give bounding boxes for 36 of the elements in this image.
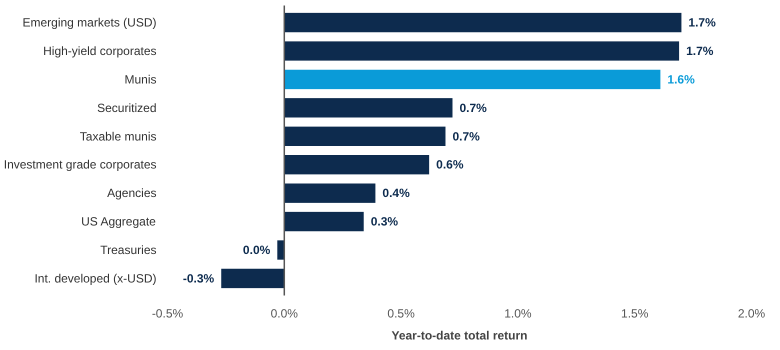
bar — [284, 212, 364, 232]
bar — [284, 12, 682, 32]
data-label: -0.3% — [182, 271, 215, 286]
y-tick-label: Securitized — [97, 100, 157, 115]
y-tick-label: High-yield corporates — [43, 44, 157, 58]
data-label: 0.7% — [460, 100, 488, 115]
bar — [284, 70, 660, 90]
data-label: 0.6% — [436, 158, 464, 172]
y-tick-label: Int. developed (x-USD) — [34, 271, 157, 286]
x-tick-label: 2.0% — [738, 306, 766, 320]
y-tick-label: Munis — [124, 72, 157, 86]
x-tick-label: -0.5% — [152, 306, 184, 320]
bar — [284, 98, 452, 118]
bar — [284, 41, 680, 61]
data-label: 1.7% — [686, 44, 714, 58]
x-tick-label: 0.0% — [270, 306, 298, 320]
data-label: 0.7% — [452, 129, 480, 144]
bar — [221, 268, 284, 288]
data-label: 0.0% — [242, 243, 271, 258]
x-tick-label: 0.5% — [387, 306, 416, 320]
y-tick-label: Taxable munis — [80, 129, 157, 144]
x-axis-title: Year-to-date total return — [391, 328, 528, 342]
y-tick-label: Investment grade corporates — [4, 158, 156, 172]
data-label: 0.3% — [370, 214, 398, 229]
bar — [284, 183, 376, 203]
y-tick-label: US Aggregate — [81, 214, 156, 229]
bar — [284, 155, 430, 174]
y-tick-label: Agencies — [107, 186, 157, 200]
y-tick-label: Treasuries — [100, 243, 157, 258]
x-tick-label: 1.5% — [621, 306, 649, 320]
x-tick-label: 1.0% — [504, 306, 532, 320]
y-tick-label: Emerging markets (USD) — [22, 16, 157, 30]
data-label: 0.4% — [382, 186, 410, 200]
data-label: 1.6% — [667, 72, 696, 86]
data-label: 1.7% — [688, 16, 716, 30]
bar — [284, 126, 446, 146]
